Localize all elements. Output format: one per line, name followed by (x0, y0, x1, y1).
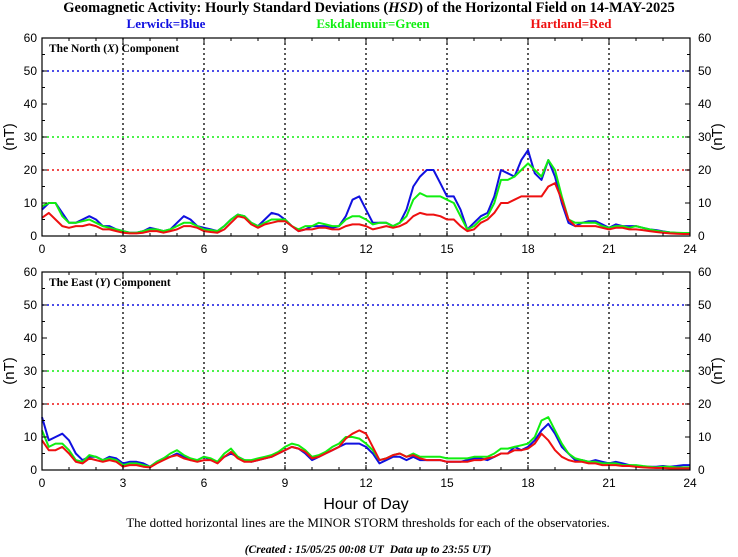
x-tick-label: 0 (39, 476, 46, 490)
y-tick-label-right: 20 (698, 397, 712, 411)
y-tick-label-right: 30 (698, 130, 712, 144)
y-tick-label-left: 40 (24, 97, 38, 111)
x-tick-label: 18 (521, 476, 535, 490)
panel-title: The North (X) Component (49, 43, 179, 55)
x-tick-label: 9 (282, 242, 289, 256)
panel-title: The East (Y) Component (49, 277, 171, 289)
x-tick-label: 6 (201, 476, 208, 490)
y-tick-label-left: 30 (24, 364, 38, 378)
legend: Lerwick=Blue Eskdalemuir=Green Hartland=… (127, 16, 613, 31)
x-axis-label: Hour of Day (323, 496, 408, 513)
y-tick-label-left: 50 (24, 64, 38, 78)
y-tick-label-right: 60 (698, 265, 712, 279)
series-line-lerwick (41, 149, 690, 235)
y-tick-label-left: 60 (24, 31, 38, 45)
series-line-hartland (41, 182, 690, 235)
y-tick-label-left: 60 (24, 265, 38, 279)
y-tick-label-right: 10 (698, 430, 712, 444)
y-tick-label-right: 60 (698, 31, 712, 45)
x-tick-label: 21 (602, 242, 616, 256)
y-tick-label-left: 0 (30, 229, 37, 243)
y-tick-label-left: 0 (30, 463, 37, 477)
legend-lerwick: Lerwick=Blue (127, 16, 206, 31)
y-axis-label-right: (nT) (709, 123, 726, 151)
y-tick-label-right: 0 (698, 463, 705, 477)
footnote: The dotted horizontal lines are the MINO… (126, 515, 610, 530)
y-tick-label-left: 50 (24, 298, 38, 312)
legend-eskdalemuir: Eskdalemuir=Green (316, 16, 430, 31)
series-line-eskdalemuir (41, 159, 690, 234)
y-tick-label-left: 20 (24, 163, 38, 177)
y-tick-label-right: 20 (698, 163, 712, 177)
y-axis-label-right: (nT) (709, 357, 726, 385)
x-tick-label: 24 (683, 242, 697, 256)
y-axis-label-left: (nT) (1, 357, 18, 385)
y-tick-label-left: 40 (24, 331, 38, 345)
y-tick-label-right: 30 (698, 364, 712, 378)
y-axis-label-left: (nT) (1, 123, 18, 151)
x-tick-label: 15 (440, 242, 454, 256)
series-line-lerwick (41, 416, 690, 468)
y-tick-label-right: 10 (698, 196, 712, 210)
x-tick-label: 24 (683, 476, 697, 490)
y-tick-label-right: 40 (698, 331, 712, 345)
y-tick-label-left: 10 (24, 430, 38, 444)
x-tick-label: 9 (282, 476, 289, 490)
y-tick-label-right: 50 (698, 298, 712, 312)
y-tick-label-right: 0 (698, 229, 705, 243)
x-tick-label: 21 (602, 476, 616, 490)
chart-title: Geomagnetic Activity: Hourly Standard De… (63, 0, 675, 16)
x-tick-label: 0 (39, 242, 46, 256)
x-tick-label: 12 (359, 476, 373, 490)
legend-hartland: Hartland=Red (530, 16, 612, 31)
x-tick-label: 6 (201, 242, 208, 256)
x-tick-label: 12 (359, 242, 373, 256)
created-timestamp: (Created : 15/05/25 00:08 UT Data up to … (245, 544, 492, 556)
y-tick-label-left: 20 (24, 397, 38, 411)
y-tick-label-right: 50 (698, 64, 712, 78)
y-tick-label-left: 10 (24, 196, 38, 210)
x-tick-label: 3 (120, 476, 127, 490)
x-tick-label: 15 (440, 476, 454, 490)
y-tick-label-right: 40 (698, 97, 712, 111)
x-tick-label: 3 (120, 242, 127, 256)
y-tick-label-left: 30 (24, 130, 38, 144)
x-tick-label: 18 (521, 242, 535, 256)
